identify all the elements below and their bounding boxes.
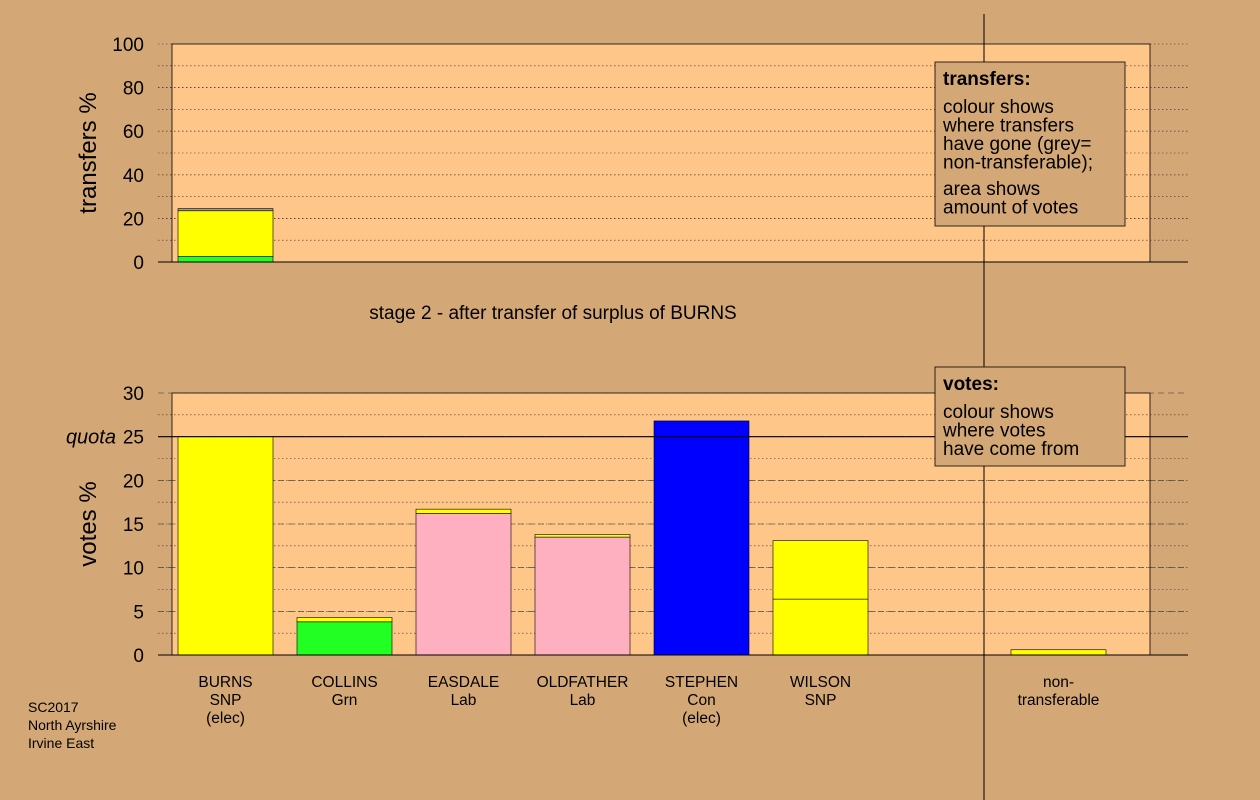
- transfers-bar-segment: [177, 208, 274, 212]
- transfers-ytick-label: 20: [123, 209, 144, 230]
- transfers-legend-line: have gone (grey=: [943, 134, 1091, 155]
- votes-bar-segment: [772, 540, 869, 600]
- category-label: COLLINS: [311, 674, 377, 691]
- category-label: WILSON: [790, 674, 851, 691]
- footer-ward: Irvine East: [28, 735, 95, 751]
- transfers-ytick-label: 60: [123, 122, 144, 143]
- transfers-ytick-label: 80: [123, 79, 144, 100]
- transfers-bar-segment: [177, 210, 274, 257]
- transfers-legend-line: area shows: [943, 179, 1040, 200]
- votes-ytick-label: 5: [133, 602, 144, 623]
- votes-legend-line: have come from: [943, 439, 1079, 460]
- transfers-legend-box: [934, 61, 1126, 227]
- category-label: Con: [687, 692, 715, 709]
- votes-bar-segment: [534, 534, 631, 538]
- votes-bar-segment: [177, 436, 274, 656]
- votes-ytick-label: 20: [123, 471, 144, 492]
- transfers-legend-title: transfers:: [943, 69, 1031, 90]
- votes-legend-line: colour shows: [943, 402, 1054, 423]
- category-label: Grn: [332, 692, 358, 709]
- votes-legend-line: where votes: [942, 421, 1045, 442]
- category-label: SNP: [210, 692, 242, 709]
- category-label: BURNS: [198, 674, 252, 691]
- category-label: (elec): [206, 710, 245, 727]
- category-label: Lab: [570, 692, 596, 709]
- transfers-ytick-label: 40: [123, 166, 144, 187]
- votes-bar-segment: [534, 536, 631, 656]
- votes-bar-segment: [653, 420, 750, 656]
- stage-subtitle: stage 2 - after transfer of surplus of B…: [369, 303, 737, 324]
- votes-legend-box: [934, 366, 1126, 467]
- category-label: transferable: [1018, 692, 1100, 709]
- transfers-legend-line: colour shows: [943, 97, 1054, 118]
- category-label: Lab: [451, 692, 477, 709]
- category-label: EASDALE: [428, 674, 500, 691]
- transfers-ytick-label: 0: [133, 253, 144, 274]
- votes-ytick-label: 30: [123, 384, 144, 405]
- votes-bar-segment: [772, 598, 869, 656]
- transfers-legend-line: non-transferable);: [943, 153, 1093, 174]
- votes-legend-title: votes:: [943, 374, 999, 395]
- votes-ytick-label: 10: [123, 559, 144, 580]
- category-label: OLDFATHER: [537, 674, 629, 691]
- transfers-ytick-label: 100: [112, 35, 144, 56]
- votes-bar-segment: [296, 621, 393, 656]
- footer-council: North Ayrshire: [28, 717, 117, 733]
- transfers-legend-line: amount of votes: [943, 198, 1078, 219]
- votes-bar-segment: [415, 508, 512, 514]
- transfers-legend-line: where transfers: [942, 116, 1074, 137]
- votes-bar-segment: [1010, 649, 1107, 656]
- category-label: (elec): [682, 710, 721, 727]
- category-label: SNP: [805, 692, 837, 709]
- votes-ytick-label: 15: [123, 515, 144, 536]
- quota-label: quota: [66, 427, 116, 449]
- votes-ylabel: votes %: [75, 481, 102, 566]
- votes-bar-segment: [415, 513, 512, 656]
- category-label: STEPHEN: [665, 674, 738, 691]
- category-label: non-: [1043, 674, 1074, 691]
- transfers-bar-segment: [177, 256, 274, 263]
- footer-election: SC2017: [28, 699, 79, 715]
- votes-ytick-label: 0: [133, 646, 144, 667]
- footer: SC2017 North Ayrshire Irvine East: [28, 698, 116, 752]
- votes-ytick-label: 25: [123, 428, 144, 449]
- transfers-ylabel: transfers %: [75, 92, 102, 213]
- votes-bar-segment: [296, 617, 393, 623]
